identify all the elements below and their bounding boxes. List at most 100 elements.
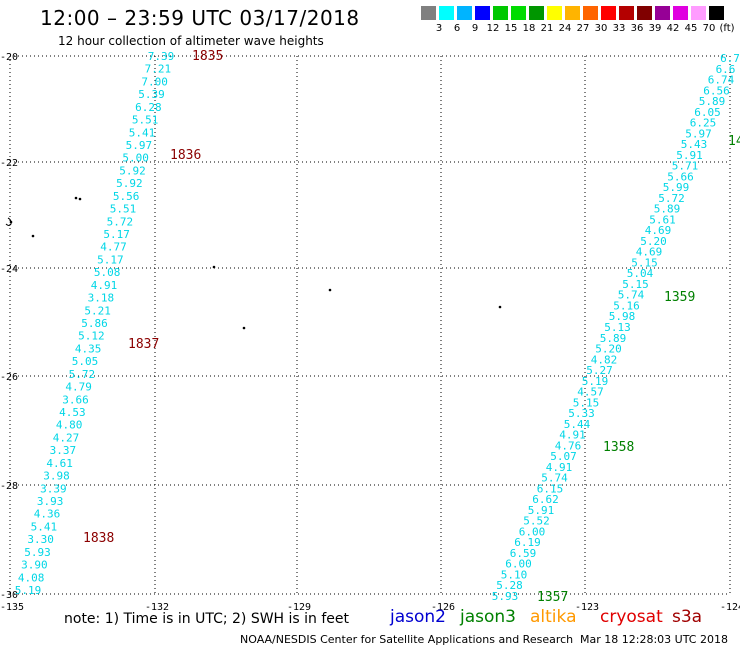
wave-height-value: 3.30 [27,533,54,546]
wave-height-value: 6.19 [514,536,541,549]
color-swatch [601,6,616,20]
wave-height-value: 5.20 [595,343,622,356]
wave-height-value: 4.91 [546,461,573,474]
wave-height-value: 5.72 [107,215,134,228]
longitude-label: -129 [287,602,311,613]
color-swatch [511,6,526,20]
pass-time-label: 1836 [170,148,201,163]
wave-height-value: 6.7 [720,52,740,65]
wave-height-value: 5.89 [654,203,681,216]
wave-height-value: 4.53 [59,406,86,419]
wave-height-value: 4.08 [18,571,45,584]
wave-height-value: 5.71 [672,160,699,173]
legend-cryosat: cryosat [600,607,663,627]
wave-height-value: 5.00 [122,152,149,165]
wave-height-value: 3.98 [43,470,70,483]
wave-height-value: 5.93 [24,546,51,559]
wave-height-value: 5.51 [110,203,137,216]
wave-height-value: 3.37 [50,444,77,457]
wave-height-value: 6.62 [532,493,559,506]
color-swatch [547,6,562,20]
color-swatch [475,6,490,20]
wave-height-value: 5.15 [622,278,649,291]
wave-height-value: 5.15 [573,396,600,409]
wave-height-value: 5.91 [676,149,703,162]
color-scale-label: 21 [540,23,554,34]
wave-height-value: 4.57 [577,386,604,399]
island-dot [78,197,82,201]
color-scale-label: 27 [576,23,590,34]
legend-altika: altika [530,607,577,627]
wave-height-value: 5.12 [78,330,105,343]
wave-height-value: 6.00 [519,525,546,538]
color-scale-label: 12 [486,23,500,34]
color-scale-label: 36 [630,23,644,34]
wave-height-value: 5.52 [523,515,550,528]
island-dot [328,288,332,292]
color-swatch [565,6,580,20]
pass-time-label: 1359 [664,290,695,305]
wave-height-value: 5.51 [132,114,159,127]
color-swatch [493,6,508,20]
wave-height-value: 5.91 [528,504,555,517]
wave-height-value: 3.66 [62,393,89,406]
wave-height-value: 6.59 [510,547,537,560]
legend-s3a: s3a [672,607,703,627]
wave-height-value: 4.36 [34,508,61,521]
wave-height-value: 5.17 [103,228,130,241]
legend-jason2: jason2 [390,607,446,627]
wave-height-value: 5.66 [667,170,694,183]
axis-labels: -20 -22 -24 -26 -28 -30-135 -132 -129 -126 -123 -1… [0,52,740,613]
wave-height-value: 5.41 [129,126,156,139]
longitude-label: -123 [575,602,599,613]
wave-height-value: 5.86 [81,317,108,330]
wave-height-value: 4.79 [65,381,92,394]
wave-height-value: 5.89 [699,95,726,108]
wave-height-value: 6.25 [690,117,717,130]
pass-time-label: 1357 [537,590,568,605]
color-scale-label: 18 [522,23,536,34]
wave-height-value: 5.93 [492,590,519,603]
generated-timestamp: Mar 18 12:28:03 UTC 2018 [580,633,728,646]
wave-height-value: 5.72 [658,192,685,205]
wave-height-value: 6.00 [505,558,532,571]
island-dot [242,326,246,330]
footer-credit: NOAA/NESDIS Center for Satellite Applica… [240,633,574,646]
wave-height-value: 5.92 [116,177,143,190]
color-swatch [529,6,544,20]
color-swatch [421,6,436,20]
wave-height-value: 6.56 [703,84,730,97]
wave-height-value: 6.28 [135,101,162,114]
wave-height-value: 7.39 [148,50,175,63]
wave-height-value: 5.04 [627,267,654,280]
wave-height-value: 5.89 [600,332,627,345]
wave-height-value: 7.21 [145,63,172,76]
wave-height-value: 5.19 [15,584,42,597]
color-scale-label: 33 [612,23,626,34]
wave-height-value: 4.69 [645,224,672,237]
pass-time-label: 1835 [192,49,223,64]
longitude-label: -126 [431,602,455,613]
latitude-label: -28 [0,481,18,492]
island-outline [5,217,12,226]
wave-height-value: 5.28 [496,579,523,592]
jason3-track: 6.76.66.746.565.896.056.255.975.435.915.… [492,52,740,605]
wave-height-value: 4.80 [56,419,83,432]
color-swatch [457,6,472,20]
wave-height-value: 5.74 [541,472,568,485]
color-swatch [439,6,454,20]
wave-height-value: 5.99 [663,181,690,194]
color-swatch [673,6,688,20]
color-swatch [619,6,634,20]
color-swatch [655,6,670,20]
wave-height-value: 5.19 [582,375,609,388]
wave-height-value: 6.05 [694,106,721,119]
wave-height-value: 3.18 [88,292,115,305]
latitude-label: -30 [0,590,18,601]
color-scale-label: 6 [453,23,461,34]
wave-height-value: 4.91 [559,429,586,442]
wave-height-value: 5.16 [613,299,640,312]
wave-height-value: 5.21 [84,304,111,317]
wave-height-value: 5.41 [31,520,58,533]
